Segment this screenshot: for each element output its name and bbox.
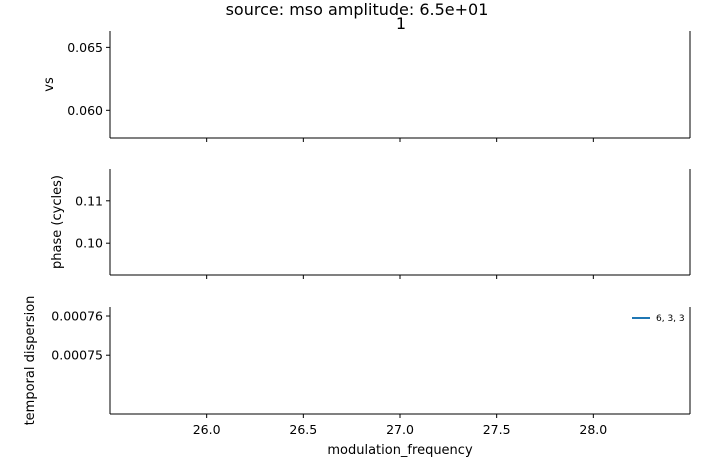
panel-2-ylabel: phase (cycles)	[50, 175, 65, 269]
panel-3-ytick-label: 0.00076	[51, 309, 103, 324]
panel-1-ytick-label: 0.060	[67, 103, 103, 118]
panel-1-ytick-label: 0.065	[67, 40, 103, 55]
x-axis-label: modulation_frequency	[327, 443, 473, 458]
figure-suptitle: source: mso amplitude: 6.5e+01	[226, 0, 489, 19]
chart-panels: 0.060 0.065 vs 0.10 0.11 phase (cycles) 0.0007…	[23, 31, 691, 437]
panel-2: 0.10 0.11 phase (cycles)	[50, 169, 691, 279]
panel-2-ytick-label: 0.10	[75, 236, 103, 251]
x-tick-label: 27.5	[483, 422, 511, 437]
panel-3: 0.00075 0.00076 26.0 26.5 27.0 27.5 28.0 tempor…	[23, 296, 691, 437]
panel-title: 1	[396, 14, 406, 33]
x-tick-label: 27.0	[386, 422, 414, 437]
x-tick-label: 26.0	[193, 422, 221, 437]
panel-2-ytick-label: 0.11	[75, 193, 103, 208]
panel-3-ylabel: temporal dispersion	[23, 296, 38, 426]
panel-1-ylabel: vs	[42, 77, 57, 92]
x-tick-label: 28.0	[579, 422, 607, 437]
panel-1: 0.060 0.065 vs	[42, 31, 691, 142]
panel-3-ytick-label: 0.00075	[51, 348, 103, 363]
legend-label: 6, 3, 3	[656, 314, 685, 324]
x-tick-label: 26.5	[289, 422, 317, 437]
